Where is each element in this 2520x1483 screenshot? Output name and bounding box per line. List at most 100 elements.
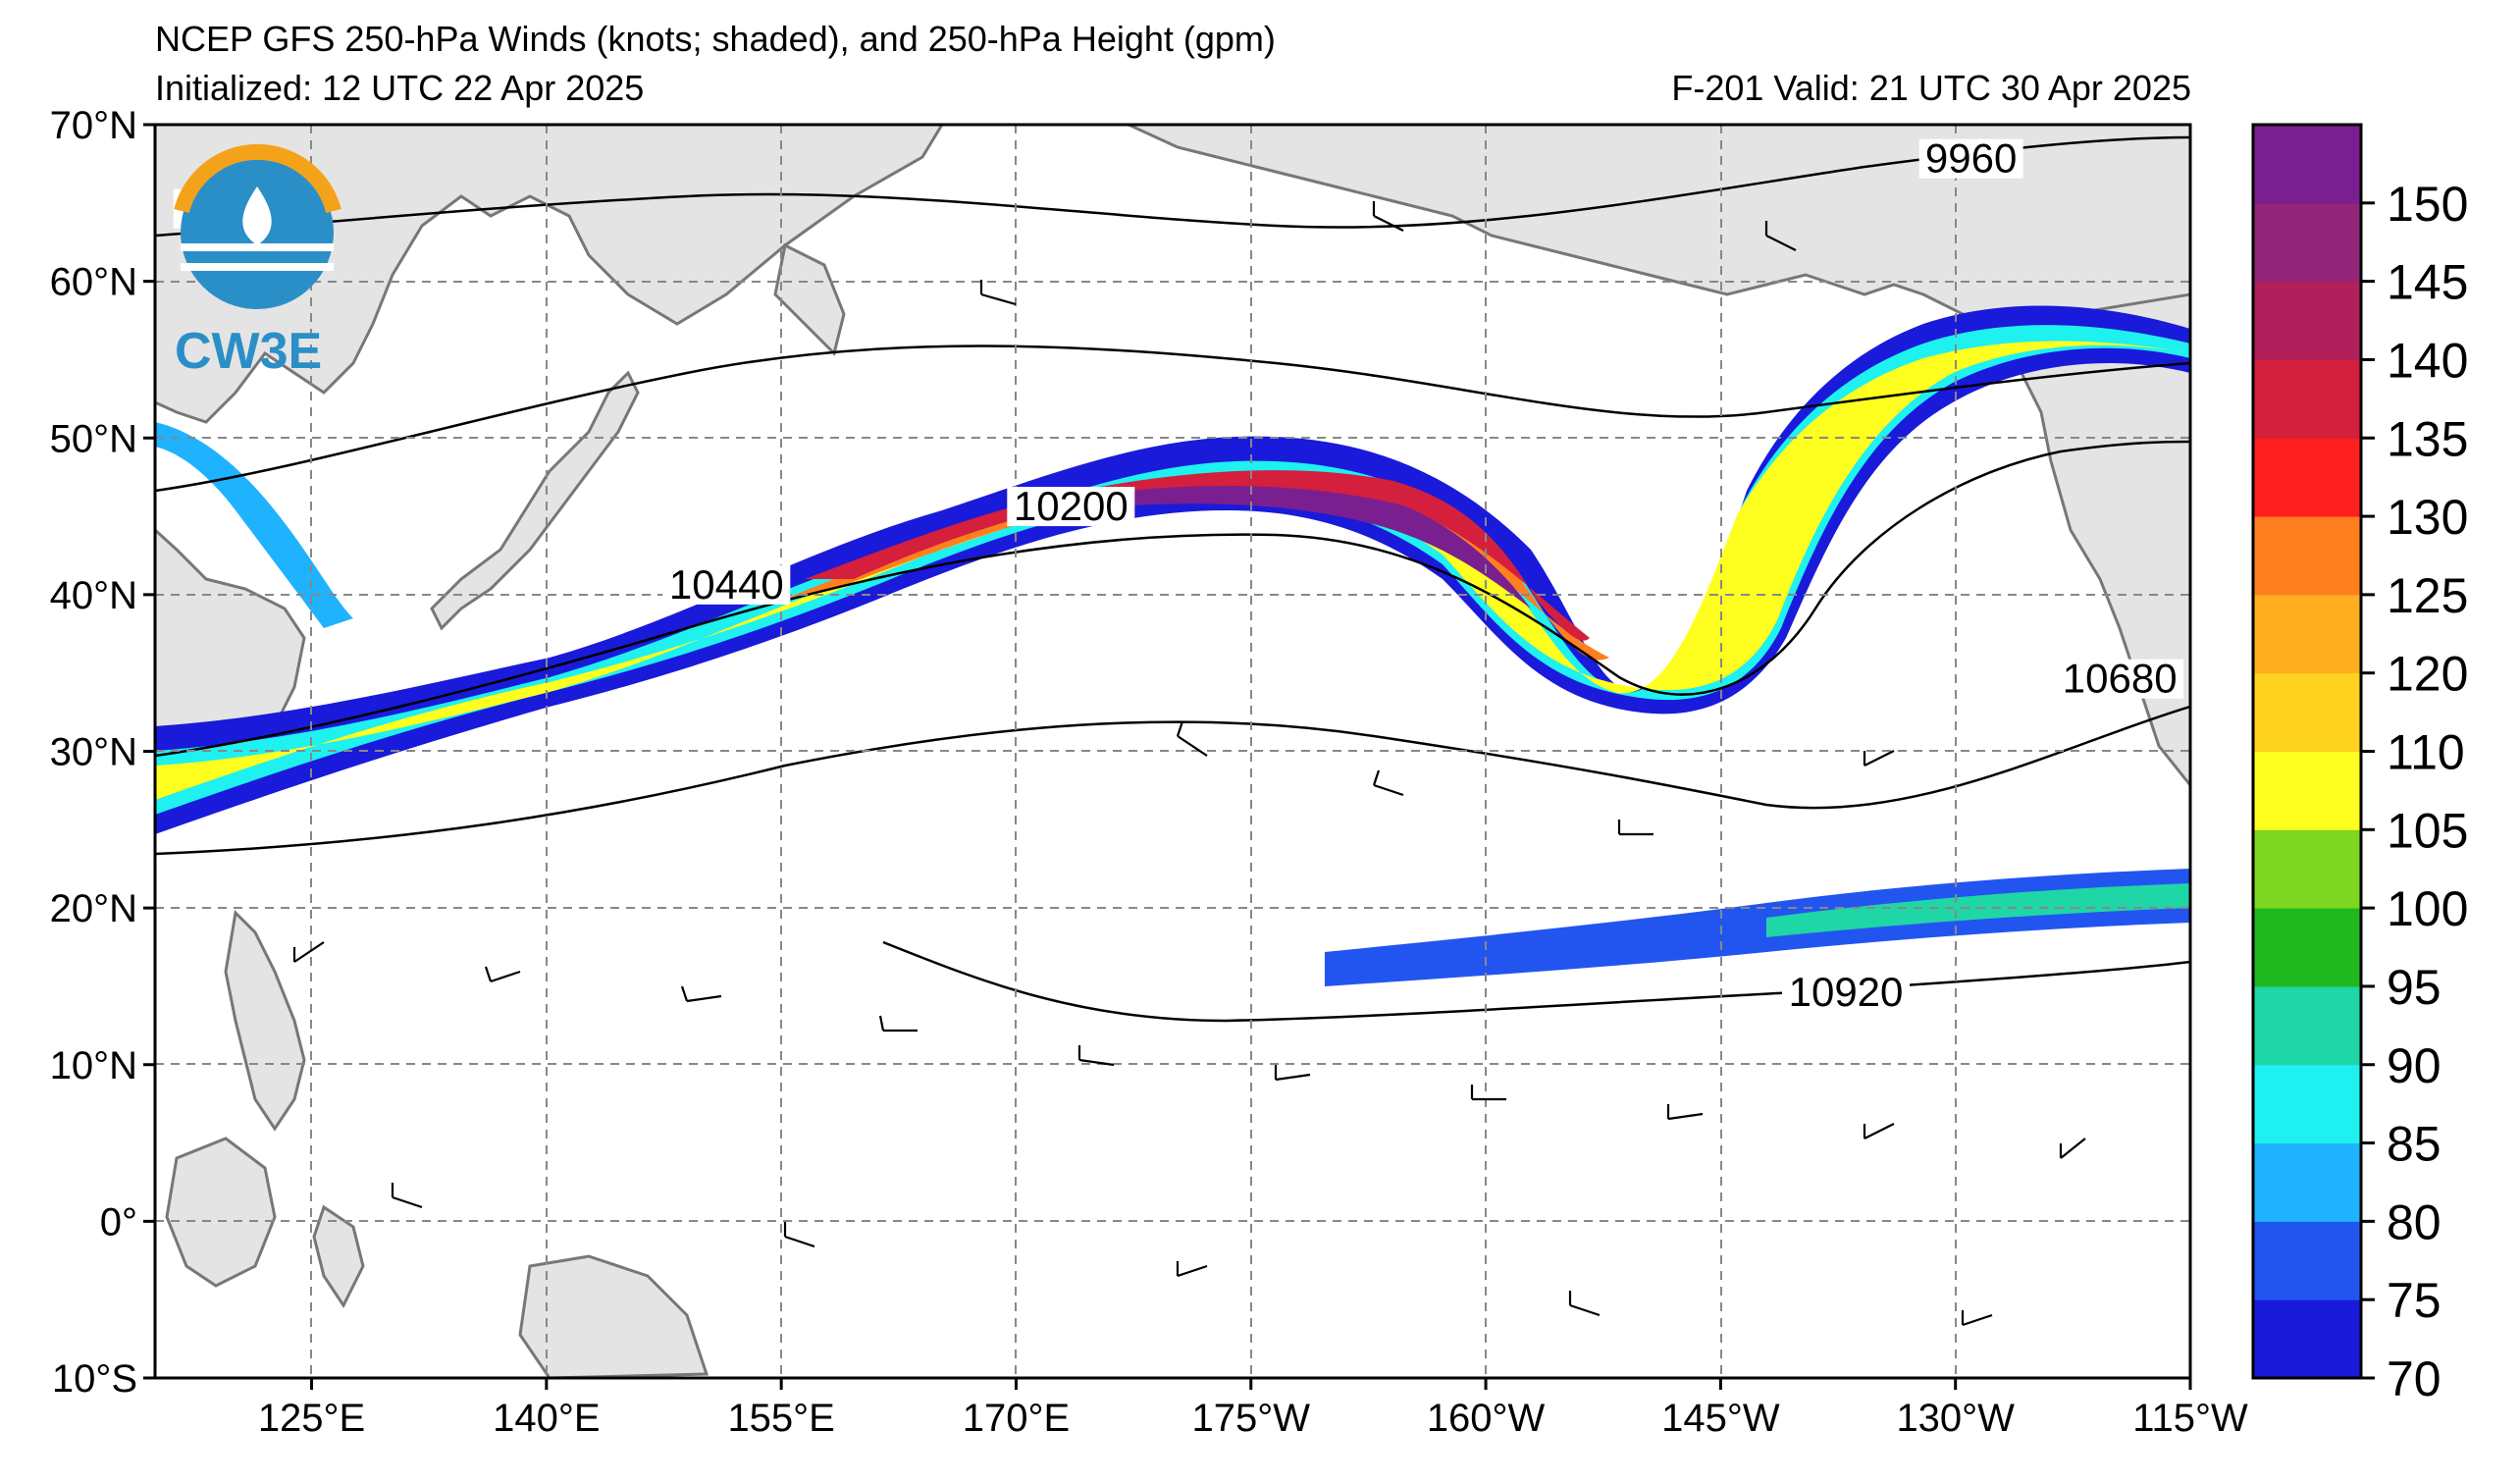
wind-barb: [1863, 1123, 1895, 1139]
colorbar-swatch: [2253, 359, 2361, 439]
colorbar-label: 135: [2387, 411, 2468, 466]
logo-drop-icon: [242, 186, 272, 245]
wind-barb: [391, 1183, 423, 1209]
land-borneo: [165, 1137, 277, 1288]
contour-label-bg: [1782, 972, 1911, 1012]
contour-label-bg: [1918, 138, 2023, 179]
wind-barb: [979, 280, 1017, 306]
contour-10920: [882, 940, 2190, 1023]
wind-barb: [680, 985, 722, 1003]
colorbar-swatch: [2253, 829, 2361, 909]
contour-label: 9960: [1925, 135, 2017, 182]
map-title: NCEP GFS 250-hPa Winds (knots; shaded), …: [155, 19, 1276, 59]
colorbar-swatch: [2253, 125, 2361, 204]
colorbar-label: 85: [2387, 1117, 2441, 1172]
colorbar-swatch: [2253, 751, 2361, 830]
wind-barb: [1961, 1310, 1993, 1327]
colorbar-swatch: [2253, 594, 2361, 674]
colorbar-label: 120: [2387, 647, 2468, 702]
jet-band-145: [805, 470, 1590, 641]
wind-barb: [1176, 1261, 1208, 1278]
colorbar-label: 70: [2387, 1351, 2441, 1406]
lon-tick-label: 115°W: [2132, 1397, 2248, 1440]
land-new-guinea: [518, 1254, 709, 1378]
lon-tick-label: 130°W: [1896, 1397, 2015, 1440]
jet-band-west: [155, 422, 353, 628]
wind-barbs: [292, 201, 2086, 1327]
contour-label-bg: [1007, 487, 1135, 527]
contour-label-bg: [662, 564, 791, 605]
colorbar-label: 125: [2387, 568, 2468, 623]
colorbar-swatch: [2253, 672, 2361, 752]
jet-band-70: [155, 305, 2190, 835]
colorbar-swatch: [2253, 985, 2361, 1066]
wind-barb: [292, 941, 325, 963]
colorbar-swatch: [2253, 908, 2361, 987]
contour-label: 10680: [2063, 656, 2178, 702]
contour-label-bg: [2056, 659, 2184, 699]
map-area: 9960102001044010680109209960 CW3E: [155, 125, 2190, 1378]
jet-band-south-core: [1766, 883, 2190, 937]
colorbar-swatch: [2253, 516, 2361, 596]
wind-barb: [1176, 720, 1208, 757]
height-contours: [155, 135, 2190, 1023]
lon-tick-label: 155°E: [727, 1397, 834, 1440]
land-sulawesi: [312, 1204, 365, 1308]
colorbar-label: 90: [2387, 1038, 2441, 1093]
lon-tick-label: 140°E: [493, 1397, 600, 1440]
jet-band-90: [155, 325, 2190, 815]
wind-barb: [783, 1222, 815, 1248]
wind-barb: [1470, 1085, 1506, 1101]
wind-barb: [1274, 1065, 1311, 1082]
wind-barb: [1568, 1291, 1601, 1317]
colorbar-swatch: [2253, 202, 2361, 283]
lat-tick-label: 70°N: [50, 104, 137, 147]
lat-tick-label: 30°N: [50, 731, 137, 774]
lat-tick-labels: 70°N 60°N 50°N 40°N 30°N 20°N 10°N 0° 10°S: [50, 104, 155, 1401]
contour-10680: [155, 705, 2190, 856]
lat-tick-label: 60°N: [50, 261, 137, 304]
wind-barb: [484, 966, 521, 983]
contour-10200: [155, 344, 2190, 493]
lat-tick-label: 10°S: [52, 1357, 137, 1401]
colorbar-label: 110: [2387, 725, 2465, 780]
lon-tick-label: 160°W: [1427, 1397, 1546, 1440]
wind-barb: [878, 1015, 918, 1033]
jet-band-150: [1129, 486, 1531, 609]
lat-tick-label: 50°N: [50, 417, 137, 460]
land-layer: [155, 125, 2190, 1378]
cw3e-logo: CW3E: [174, 143, 341, 380]
lat-tick-label: 0°: [100, 1200, 137, 1244]
lat-tick-label: 40°N: [50, 574, 137, 617]
colorbar-label: 80: [2387, 1194, 2441, 1249]
colorbar-label: 100: [2387, 881, 2468, 936]
colorbar-label: 145: [2387, 255, 2468, 310]
colorbar: 70 75 80 85 90 95 100 105 110 120 125 130 135 140 145 1…: [2251, 123, 2468, 1406]
wind-barb: [2059, 1138, 2086, 1159]
lon-tick-labels: 125°E 140°E 155°E 170°E 175°W 160°W 145°W 130°W…: [258, 1378, 2248, 1440]
jet-band-110: [155, 341, 2190, 800]
wind-barb: [1764, 221, 1797, 251]
logo-text: CW3E: [175, 323, 322, 380]
lat-tick-label: 20°N: [50, 887, 137, 930]
colorbar-label: 140: [2387, 333, 2468, 388]
wind-barb: [1863, 750, 1895, 767]
colorbar-swatch: [2253, 1299, 2361, 1379]
contour-10440: [155, 440, 2190, 758]
valid-time: F-201 Valid: 21 UTC 30 Apr 2025: [1671, 68, 2191, 108]
land-philippines: [224, 909, 306, 1132]
colorbar-label: 130: [2387, 490, 2468, 545]
lon-tick-label: 170°E: [963, 1397, 1070, 1440]
contour-label: 10200: [1014, 483, 1129, 529]
wind-shading: [155, 305, 2190, 986]
wind-barb: [1372, 201, 1404, 232]
lat-tick-label: 10°N: [50, 1044, 137, 1087]
logo-ring-icon: [174, 143, 341, 214]
colorbar-swatch: [2253, 1221, 2361, 1300]
colorbar-label: 95: [2387, 960, 2441, 1015]
colorbar-swatch: [2253, 438, 2361, 517]
colorbar-swatch: [2253, 1064, 2361, 1144]
lon-tick-label: 145°W: [1661, 1397, 1780, 1440]
wind-barb: [1666, 1104, 1704, 1121]
